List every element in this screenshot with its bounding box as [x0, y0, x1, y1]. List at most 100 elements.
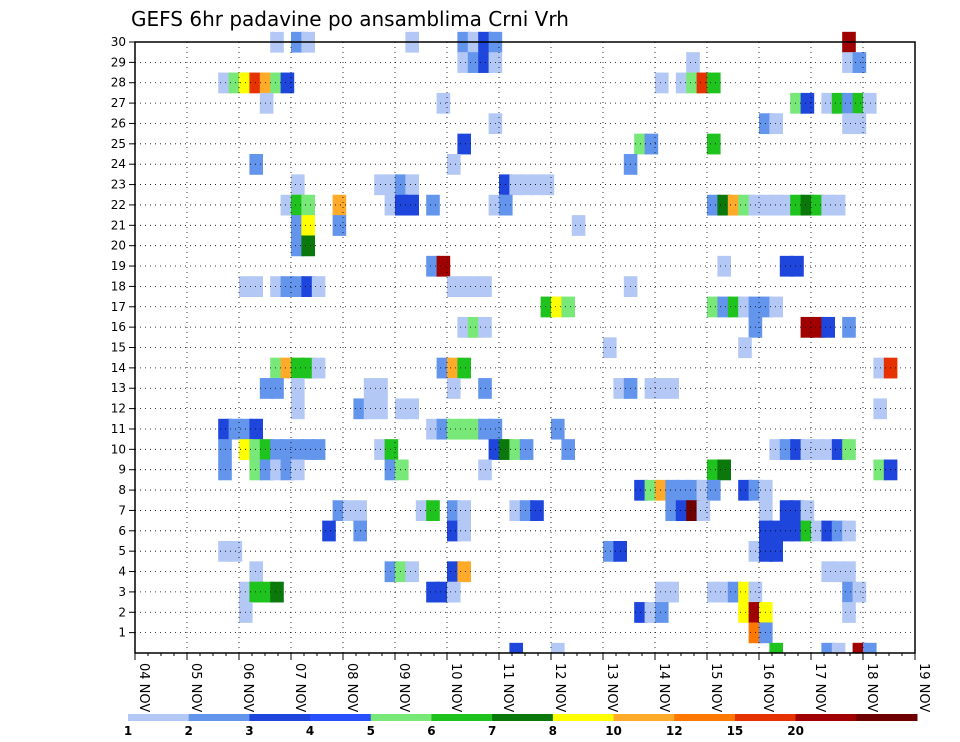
y-tick-label: 13 [111, 381, 126, 395]
y-tick-label: 23 [111, 178, 126, 192]
heatmap-cell [457, 276, 471, 297]
heatmap-cell [280, 194, 295, 216]
x-tick-label: 18 NOV [864, 663, 879, 712]
heatmap-cell [519, 174, 534, 196]
heatmap-cell [384, 194, 399, 216]
heatmap-cell [467, 316, 482, 338]
heatmap-cell [457, 357, 471, 379]
heatmap-cell [769, 194, 783, 216]
heatmap-cell [395, 194, 409, 216]
heatmap-cell [447, 378, 461, 399]
heatmap-cell [779, 439, 794, 460]
heatmap-cell [769, 296, 783, 318]
heatmap-cell [779, 194, 794, 216]
y-axis-ticks: 1234567891011121314151617181920212223242… [111, 35, 135, 640]
heatmap-cell [779, 255, 794, 277]
heatmap-cell [509, 642, 523, 653]
heatmap-cell [842, 52, 856, 73]
heatmap-cell [821, 561, 835, 583]
heatmap-cell [727, 296, 742, 318]
heatmap-cell [291, 398, 305, 420]
y-tick-label: 7 [118, 503, 126, 517]
heatmap-cell [249, 581, 263, 603]
heatmap-cell [259, 459, 274, 481]
heatmap-cell [707, 194, 721, 216]
chart-title: GEFS 6hr padavine po ansamblima Crni Vrh [131, 7, 569, 31]
heatmap-cell [249, 439, 263, 460]
heatmap-cell [717, 581, 731, 603]
heatmap-cell [655, 72, 669, 94]
heatmap-cell [301, 215, 315, 236]
heatmap-cell [447, 418, 461, 440]
heatmap-cell [727, 194, 742, 216]
heatmap-cell [426, 255, 440, 277]
heatmap-cell [280, 276, 295, 297]
y-tick-label: 2 [118, 605, 126, 619]
heatmap-cell [384, 459, 399, 481]
heatmap-cell [291, 378, 305, 399]
heatmap-cell [270, 276, 284, 297]
heatmap-cell [249, 72, 263, 94]
heatmap-cell [447, 520, 461, 542]
heatmap-cell [842, 92, 856, 114]
heatmap-cell [571, 215, 586, 236]
heatmap-cell [655, 479, 669, 501]
heatmap-cell [790, 92, 804, 114]
x-tick-label: 08 NOV [344, 663, 359, 712]
heatmap-cell [259, 92, 274, 114]
heatmap-cell [769, 439, 783, 460]
heatmap-cell [675, 479, 690, 501]
heatmap-cell [842, 113, 856, 135]
heatmap-cell [447, 357, 461, 379]
heatmap-cell [530, 174, 544, 196]
heatmap-cell [457, 316, 471, 338]
x-tick-label: 14 NOV [656, 663, 671, 712]
x-tick-label: 13 NOV [604, 663, 619, 712]
colorbar-legend: 1 2 3 4 5 6 7 8 10 12 15 20 [124, 714, 918, 738]
heatmap-cell [259, 378, 274, 399]
heatmap-cell [655, 602, 669, 623]
heatmap-cell [457, 561, 471, 583]
heatmap-cell [644, 378, 659, 399]
heatmap-cell [665, 500, 679, 522]
heatmap-cell [551, 296, 565, 318]
heatmap-cell [426, 500, 440, 522]
heatmap-cell [831, 520, 846, 542]
heatmap-cell [436, 92, 451, 114]
heatmap-cell [603, 540, 617, 562]
heatmap-cell [696, 479, 711, 501]
heatmap-cell [811, 316, 825, 338]
heatmap-cell [821, 92, 835, 114]
heatmap-cell [519, 439, 534, 460]
x-tick-label: 04 NOV [136, 663, 151, 712]
heatmap-cell [291, 215, 305, 236]
heatmap-cell [790, 194, 804, 216]
y-tick-label: 6 [118, 524, 126, 538]
heatmap-cell [270, 378, 284, 399]
heatmap-cell [447, 561, 461, 583]
heatmap-cell [551, 642, 565, 653]
heatmap-cell [852, 52, 867, 73]
heatmap-cell [769, 113, 783, 135]
heatmap-cell [447, 581, 461, 603]
heatmap-cell [301, 357, 315, 379]
heatmap-cell [405, 561, 419, 583]
heatmap-cell [655, 581, 669, 603]
heatmap-cell [707, 133, 721, 155]
heatmap-cell [259, 72, 274, 94]
heatmap-cell [270, 72, 284, 94]
heatmap-cell [405, 174, 419, 196]
heatmap-cell [717, 459, 731, 481]
heatmap-cell [863, 92, 877, 114]
heatmap-cell [249, 276, 263, 297]
heatmap-cell [291, 276, 305, 297]
heatmap-cell [665, 479, 679, 501]
heatmap-cell [384, 561, 399, 583]
colorbar-swatch [856, 714, 918, 721]
heatmap-cell [280, 459, 295, 481]
heatmap-cell [707, 459, 721, 481]
x-tick-label: 09 NOV [396, 663, 411, 712]
heatmap-cell [863, 642, 877, 653]
heatmap-cell [509, 174, 523, 196]
y-tick-label: 5 [118, 544, 126, 558]
